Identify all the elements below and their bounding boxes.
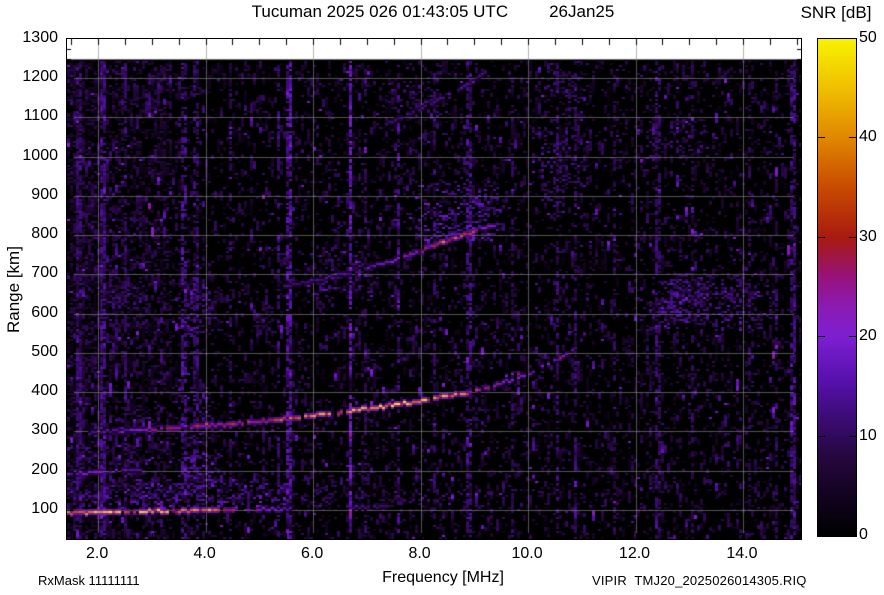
- colorbar-tick: [849, 137, 856, 139]
- colorbar-tick: [818, 236, 825, 238]
- y-tick-label: 1300: [22, 29, 58, 46]
- y-tick-label: 300: [31, 421, 58, 439]
- y-tick-label: 1000: [22, 146, 58, 164]
- plot-area: [66, 38, 802, 540]
- y-tick-label: 400: [31, 382, 58, 400]
- rxmask-text: RxMask 11111111: [38, 573, 140, 588]
- colorbar: [817, 38, 857, 537]
- colorbar-tick-label: 10: [859, 426, 877, 444]
- x-tick-label: 2.0: [86, 545, 109, 562]
- y-tick-label: 200: [31, 460, 58, 478]
- colorbar-tick: [818, 336, 825, 338]
- page-title: Tucuman 2025 026 01:43:05 UTC 26Jan25: [66, 2, 800, 22]
- title-date: 26Jan25: [549, 2, 615, 21]
- x-tick-label: 6.0: [300, 545, 324, 562]
- x-tick-label: 14.0: [726, 545, 758, 562]
- colorbar-tick: [818, 435, 825, 437]
- y-tick-label: 900: [31, 185, 58, 203]
- y-tick-label: 600: [31, 303, 58, 321]
- colorbar-tick-label: 40: [859, 128, 877, 146]
- colorbar-tick: [849, 435, 856, 437]
- colorbar-tick-label: 0: [859, 526, 868, 543]
- x-tick-label: 10.0: [511, 545, 543, 562]
- y-tick-label: 500: [31, 342, 58, 360]
- title-station-time: Tucuman 2025 026 01:43:05 UTC: [251, 2, 509, 21]
- x-axis-label: Frequency [MHz]: [382, 569, 504, 586]
- y-tick-label: 1100: [23, 107, 58, 125]
- x-tick-label: 4.0: [193, 545, 216, 562]
- y-tick-label: 700: [31, 264, 58, 282]
- colorbar-tick-label: 50: [859, 29, 877, 46]
- ionogram-heatmap-canvas: [67, 39, 801, 539]
- colorbar-gradient: [818, 39, 856, 536]
- y-tick-label: 100: [31, 499, 58, 517]
- colorbar-tick-label: 30: [859, 227, 877, 245]
- colorbar-tick: [849, 336, 856, 338]
- y-tick-label: 800: [31, 225, 58, 243]
- x-tick-label: 12.0: [618, 545, 651, 562]
- colorbar-tick-label: 20: [859, 327, 877, 345]
- x-tick-label: 8.0: [408, 545, 431, 562]
- colorbar-tick: [849, 236, 856, 238]
- colorbar-title: SNR [dB]: [800, 3, 872, 22]
- y-axis-label: Range [km]: [4, 246, 23, 334]
- y-tick-label: 1200: [22, 68, 58, 86]
- colorbar-tick: [818, 137, 825, 139]
- data-file-text: VIPIR TMJ20_2025026014305.RIQ: [592, 573, 807, 588]
